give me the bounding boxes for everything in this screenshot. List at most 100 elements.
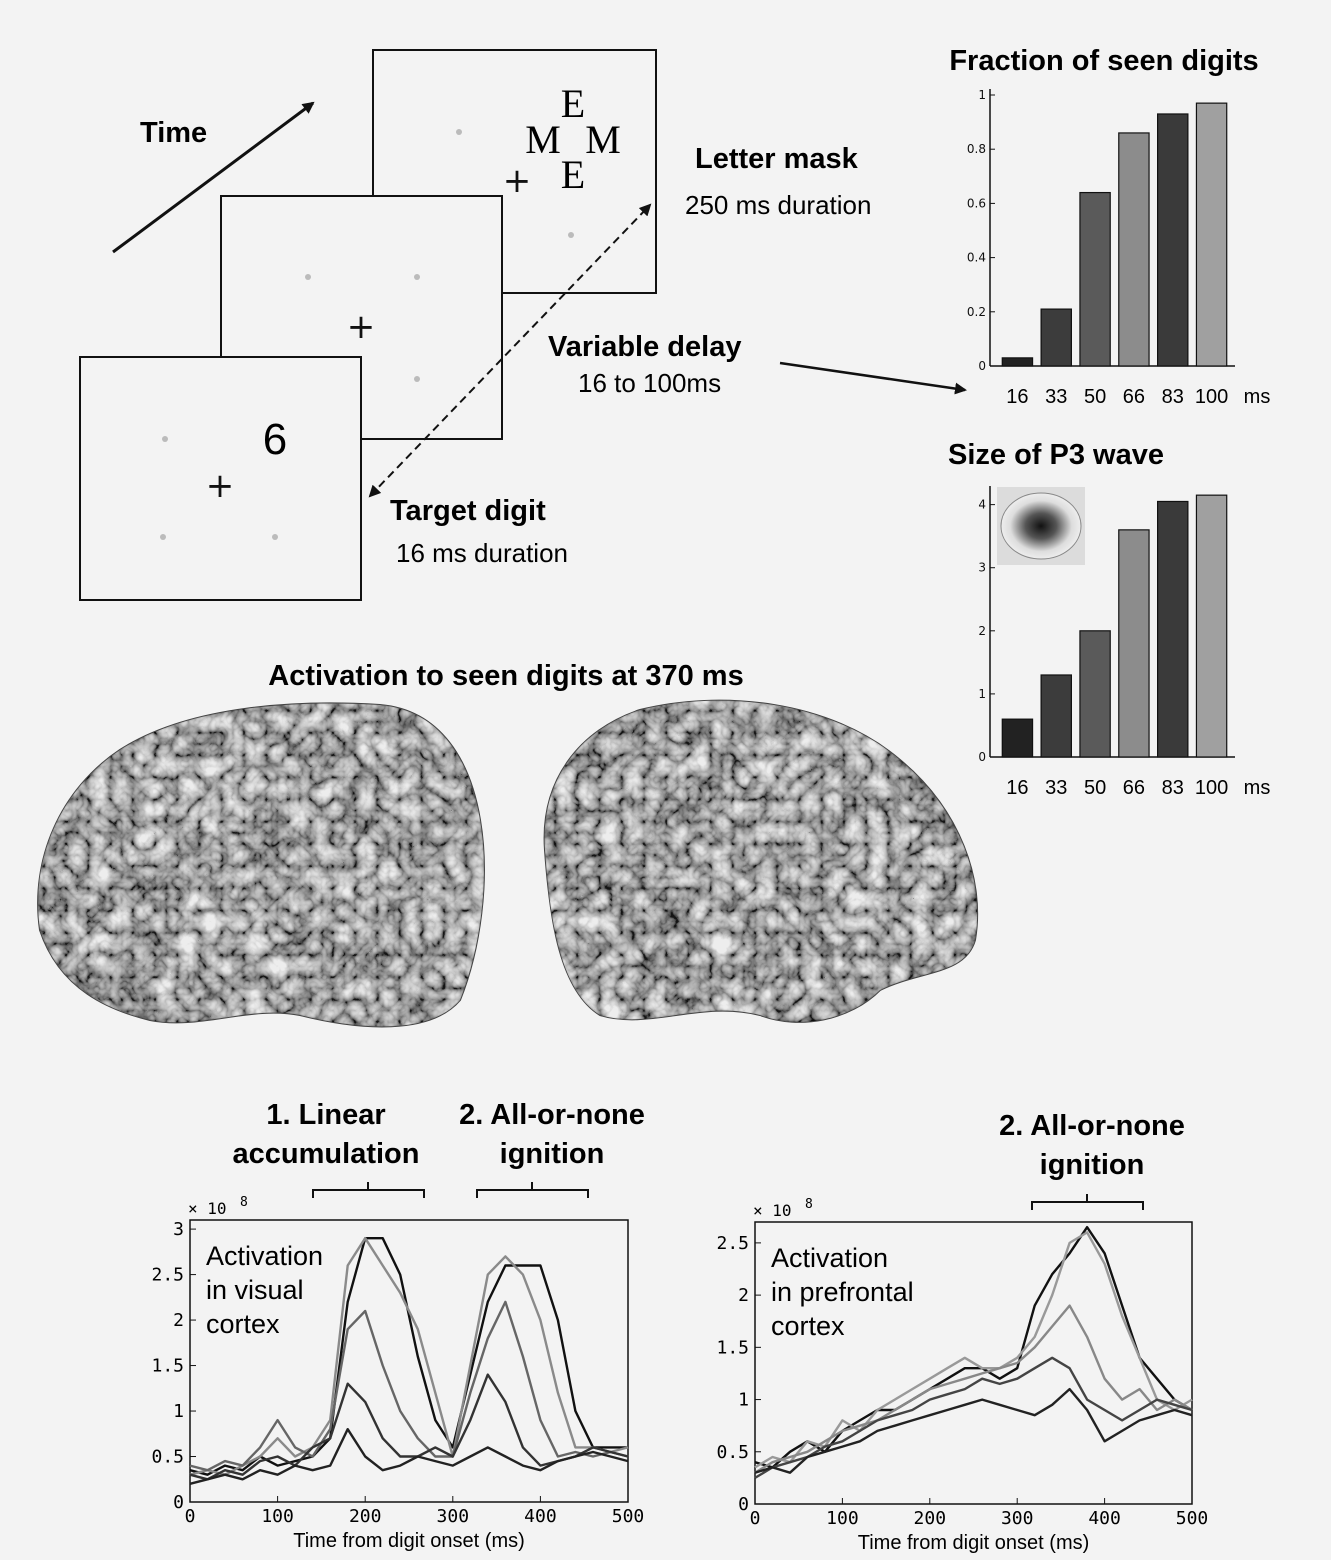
bar: [1040, 308, 1072, 367]
bar: [1157, 113, 1189, 367]
y-tick-label: 1: [738, 1390, 749, 1411]
x-tick-label: 66: [1123, 386, 1145, 408]
target-digit-duration: 16 ms duration: [396, 538, 568, 568]
annotation-ignition-line1: 2. All-or-none: [999, 1110, 1185, 1142]
bar: [1118, 132, 1150, 367]
fixation-cross: +: [503, 161, 532, 201]
placeholder-dot: [414, 274, 420, 280]
bracket-linear: [312, 1182, 425, 1198]
y-tick-label: 2: [978, 624, 986, 638]
prefrontal-cortex-chart: 2. All-or-none ignition 0 100 200 300 400 500…: [716, 1110, 1208, 1554]
placeholder-dot: [162, 436, 168, 442]
series-line: [754, 1356, 1193, 1479]
series-line: [189, 1236, 628, 1476]
mask-letter-left: M: [525, 117, 561, 162]
plot-frame: [754, 1221, 1193, 1505]
series-line: [189, 1300, 629, 1472]
placeholder-dot: [414, 376, 420, 382]
y-tick-label: 1: [978, 88, 986, 102]
series-line: [189, 1373, 629, 1481]
letter-mask-duration: 250 ms duration: [685, 190, 871, 220]
y-tick-label: 0: [173, 1492, 184, 1513]
y-tick-label: 2.5: [151, 1265, 184, 1286]
placeholder-dot: [160, 534, 166, 540]
y-tick-label: 0.4: [967, 251, 986, 265]
x-tick-label: 300: [437, 1506, 470, 1527]
annotation-ignition-line2: ignition: [500, 1138, 605, 1170]
inset-label-line: in prefrontal: [771, 1277, 914, 1307]
x-tick-label: 16: [1006, 386, 1028, 408]
x-tick-label: 0: [750, 1508, 761, 1529]
placeholder-dot: [272, 534, 278, 540]
x-unit-label: ms: [1244, 777, 1271, 799]
annotation-ignition-line1: 2. All-or-none: [459, 1099, 645, 1131]
mask-letter-right: M: [585, 117, 621, 162]
fraction-seen-chart: Fraction of seen digits 0 0.2 0.4 0.6 0.8 1 16…: [949, 45, 1270, 408]
y-tick-label: 0.8: [967, 142, 986, 156]
bar: [1195, 494, 1228, 758]
scalp-topography-icon: [1000, 492, 1082, 560]
annotation-linear-line2: accumulation: [233, 1138, 420, 1170]
x-tick-label: 100: [261, 1506, 294, 1527]
bar: [1118, 529, 1150, 758]
y-tick-label: 2: [173, 1310, 184, 1331]
visual-cortex-chart: 1. Linear accumulation 2. All-or-none ig…: [151, 1099, 644, 1552]
brain-left-hemisphere: [37, 702, 485, 1028]
mask-letter-top: E: [561, 81, 585, 126]
x-tick-label: 100: [1195, 386, 1228, 408]
x-tick-label: 400: [524, 1506, 557, 1527]
y-tick-label: 1: [978, 687, 986, 701]
time-arrow: [112, 101, 315, 254]
brain-right-hemisphere: [543, 699, 979, 1023]
x-tick-label: 500: [612, 1506, 645, 1527]
y-tick-label: 4: [978, 498, 986, 512]
x-tick-label: 200: [349, 1506, 382, 1527]
x-tick-label: 300: [1001, 1508, 1034, 1529]
x-tick-label: 400: [1088, 1508, 1121, 1529]
bracket-ignition: [1031, 1194, 1144, 1210]
x-tick-label: 50: [1084, 386, 1106, 408]
scale-label: × 10: [753, 1201, 792, 1220]
placeholder-dot: [456, 129, 462, 135]
y-tick-label: 0.5: [151, 1447, 184, 1468]
placeholder-dot: [568, 232, 574, 238]
delay-to-chart-arrow: [779, 361, 967, 395]
x-tick-label: 200: [914, 1508, 947, 1529]
y-tick-label: 0.2: [967, 305, 986, 319]
x-tick-label: 16: [1006, 777, 1028, 799]
scale-exponent: 8: [805, 1197, 813, 1212]
chart-title: Fraction of seen digits: [949, 45, 1258, 77]
bar: [1157, 500, 1189, 758]
series-line: [189, 1236, 629, 1476]
target-frame: + 6: [79, 356, 362, 601]
mask-letter-bottom: E: [561, 152, 585, 197]
target-digit: 6: [263, 415, 287, 464]
x-axis-label: Time from digit onset (ms): [293, 1530, 525, 1552]
x-tick-label: 33: [1045, 386, 1067, 408]
inset-label-line: in visual: [206, 1275, 304, 1305]
series-line: [754, 1387, 1193, 1474]
scale-label: × 10: [188, 1199, 227, 1218]
bar: [1079, 630, 1111, 758]
x-tick-label: 66: [1123, 777, 1145, 799]
x-axis-label: Time from digit onset (ms): [858, 1532, 1090, 1554]
scale-exponent: 8: [240, 1195, 248, 1210]
y-tick-label: 1.5: [716, 1337, 749, 1358]
bar: [1001, 718, 1034, 758]
inset-label-line: cortex: [206, 1309, 280, 1339]
p3-size-chart: Size of P3 wave 0 1 2 3 4 16 33 50 66 83 100 ms: [948, 439, 1270, 799]
plot-frame: [189, 1219, 629, 1503]
bar: [1195, 102, 1228, 367]
target-digit-title: Target digit: [390, 495, 546, 527]
series-line: [754, 1225, 1193, 1469]
inset-label-line: cortex: [771, 1311, 845, 1341]
series-line: [189, 1427, 629, 1485]
fixation-cross: +: [206, 466, 235, 506]
x-tick-label: 33: [1045, 777, 1067, 799]
variable-delay-title: Variable delay: [548, 331, 741, 363]
chart-title: Size of P3 wave: [948, 439, 1164, 471]
x-tick-label: 500: [1176, 1508, 1209, 1529]
inset-label-line: Activation: [206, 1241, 323, 1271]
